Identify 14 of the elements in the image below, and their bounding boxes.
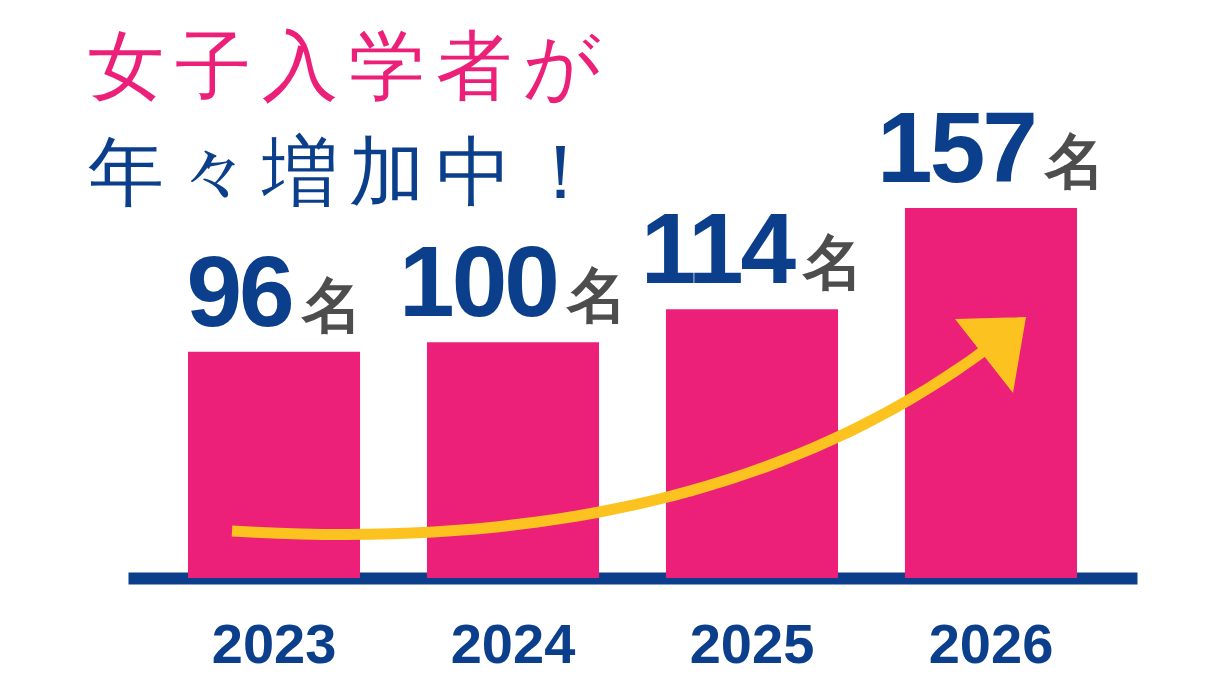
x-tick-label: 2024 <box>450 611 576 675</box>
data-label: 157名 <box>877 91 1105 203</box>
bar <box>426 342 600 578</box>
bar <box>665 309 839 578</box>
chart-subtitle: 年々増加中！ <box>88 129 610 214</box>
bar <box>187 351 361 578</box>
x-tick-label: 2025 <box>689 611 815 675</box>
data-label: 114名 <box>640 192 864 305</box>
x-tick-label: 2023 <box>211 611 337 675</box>
data-label: 96名 <box>186 234 362 347</box>
chart-title: 女子入学者が <box>88 23 612 108</box>
data-label: 100名 <box>399 225 627 338</box>
x-tick-label: 2026 <box>928 611 1054 675</box>
bar <box>904 208 1078 578</box>
